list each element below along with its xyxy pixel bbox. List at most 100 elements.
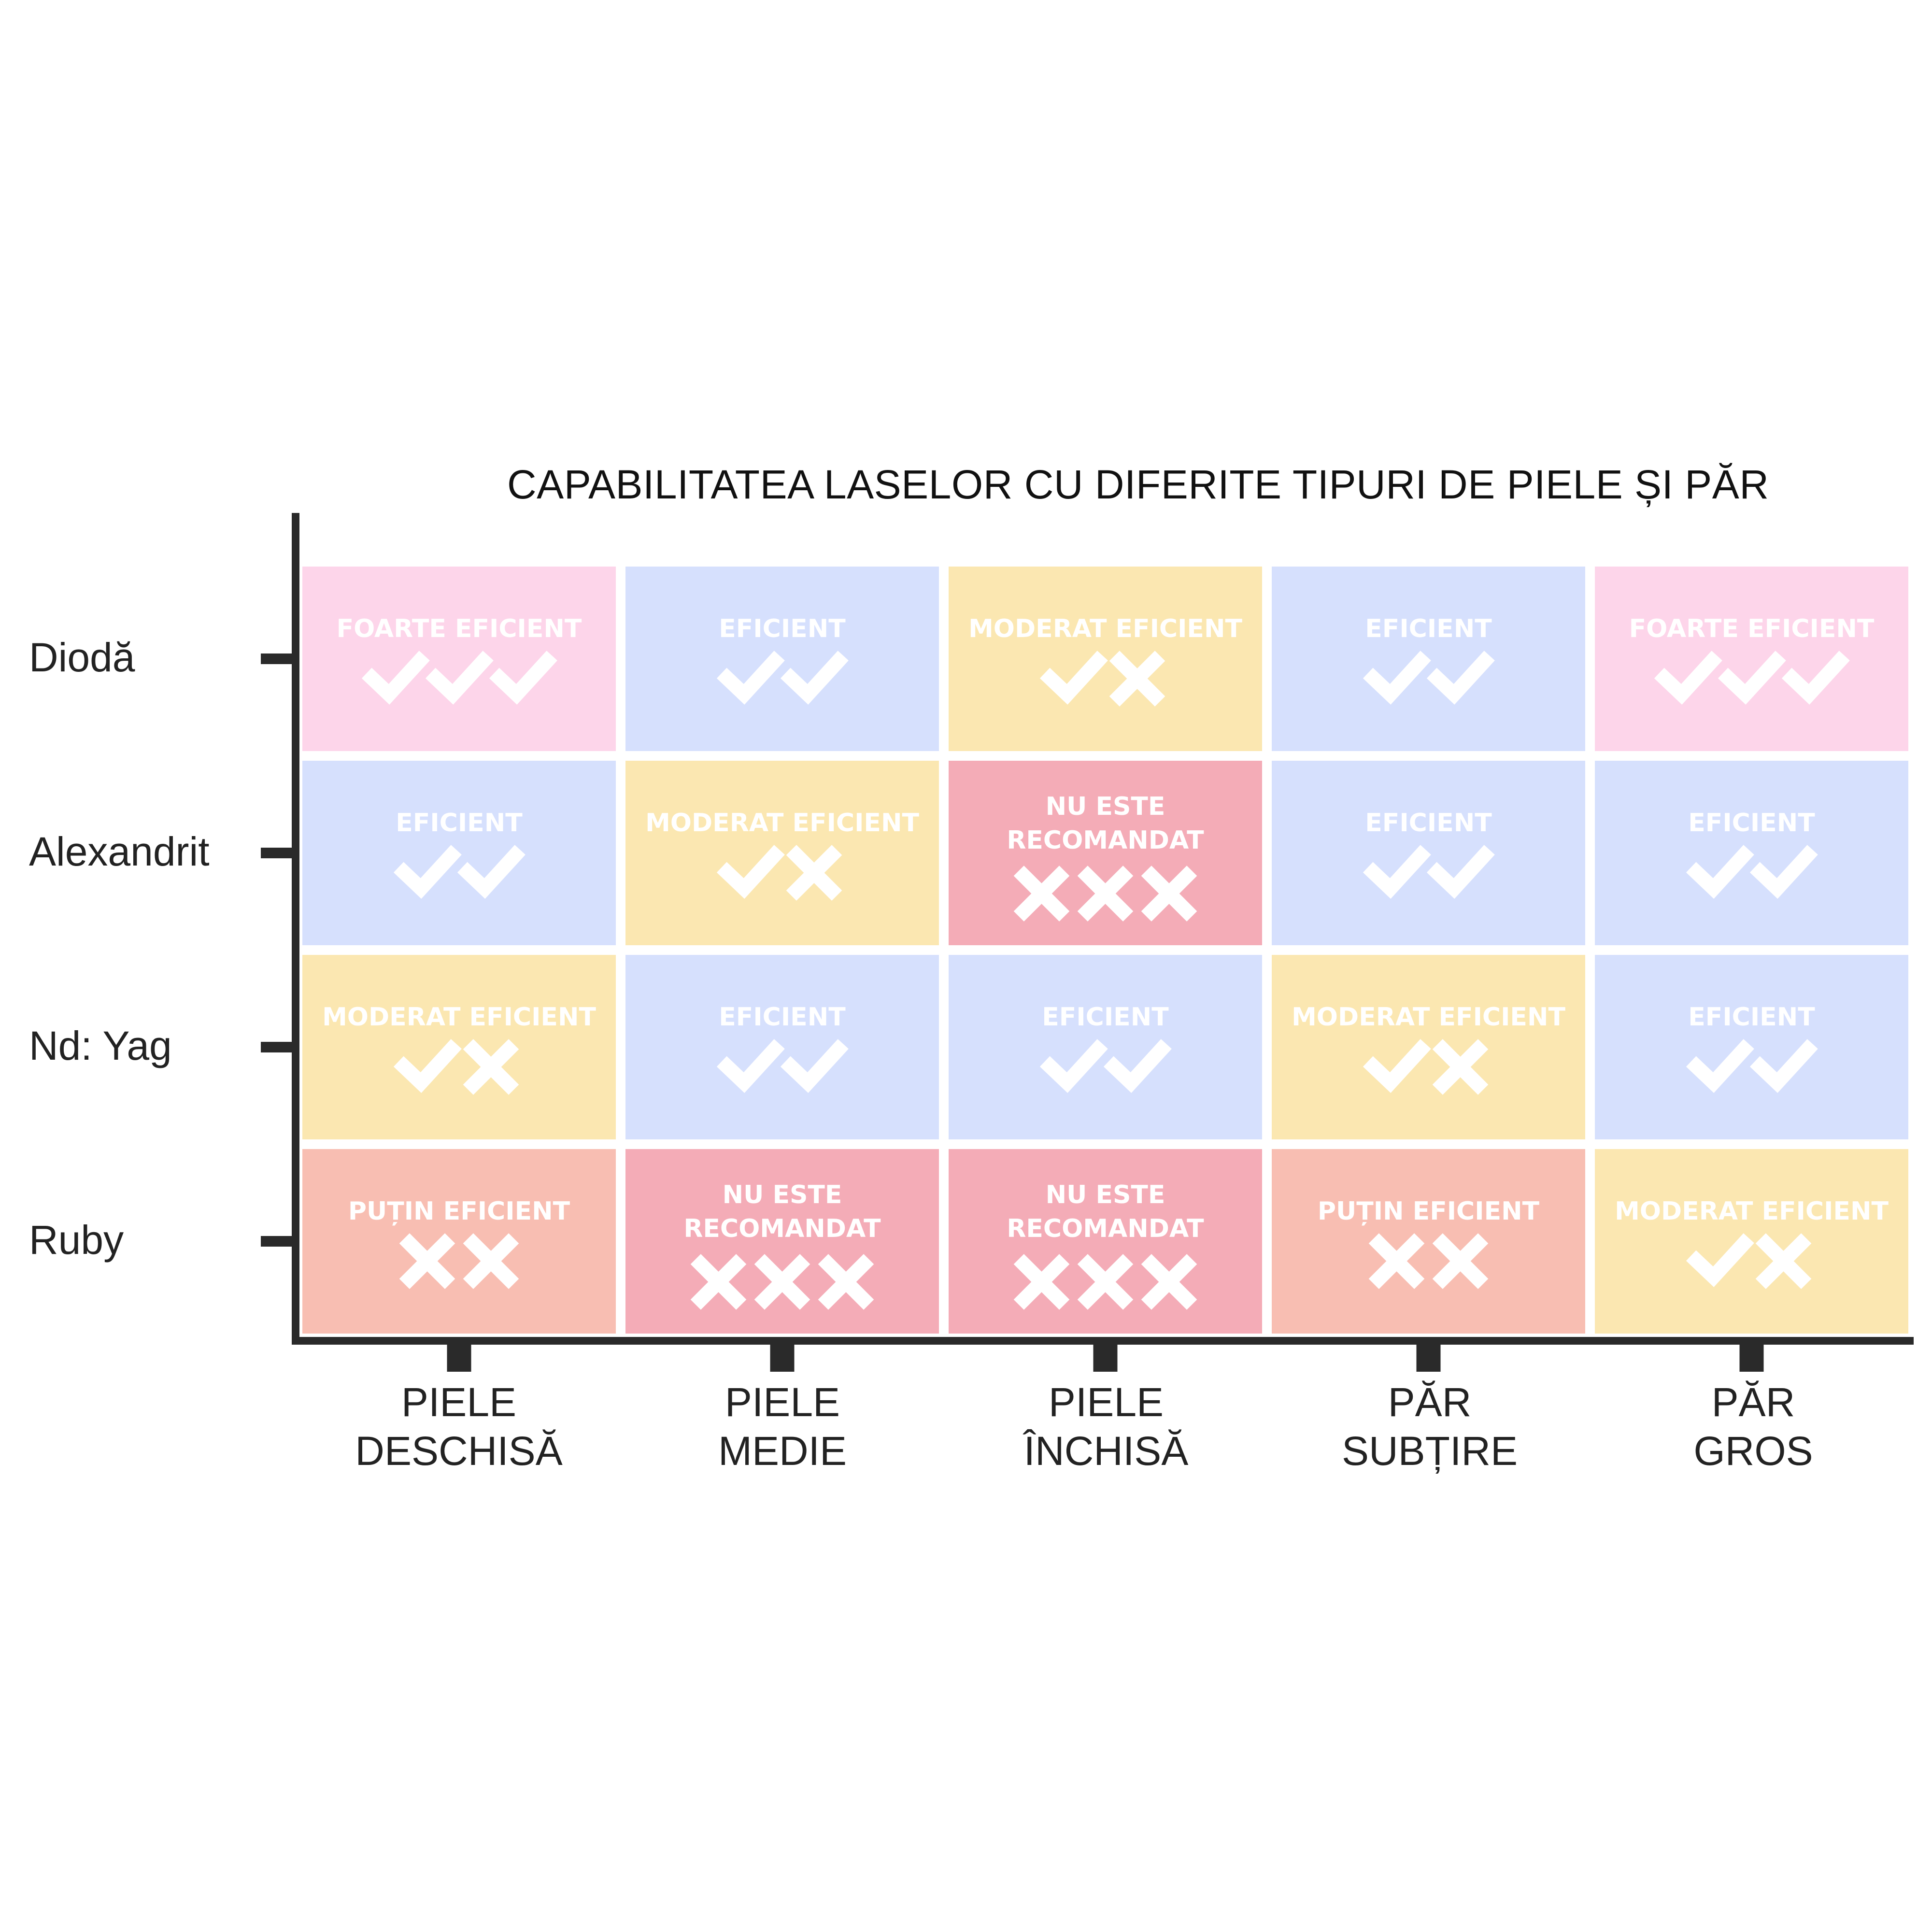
cell-background xyxy=(302,1149,616,1334)
col-label-line: SUBȚIRE xyxy=(1341,1428,1518,1474)
heatmap-cell: NU ESTE RECOMANDAT xyxy=(625,1149,939,1334)
col-label-line: GROS xyxy=(1693,1428,1813,1474)
col-label-piele-inchisa: PIELE ÎNCHISĂ xyxy=(952,1378,1261,1476)
cross-icon xyxy=(786,845,842,901)
check-icon xyxy=(716,1039,785,1093)
cell-label: MODERAT EFICIENT xyxy=(968,614,1242,643)
cell-label: FOARTE EFICIENT xyxy=(1629,614,1875,643)
cell-background xyxy=(949,761,1262,945)
heatmap-cell: PUȚIN EFICIENT xyxy=(1272,1149,1585,1334)
heatmap-cell: MODERAT EFICIENT xyxy=(302,955,616,1139)
col-label-line: PIELE xyxy=(724,1379,840,1425)
col-label-piele-medie: PIELE MEDIE xyxy=(628,1378,937,1476)
cross-icon xyxy=(399,1233,455,1289)
heatmap-cell: EFICIENT xyxy=(1272,761,1585,945)
check-icon xyxy=(1363,651,1431,705)
heatmap-cell: MODERAT EFICIENT xyxy=(1595,1149,1908,1334)
row-label-alexandrit: Alexandrit xyxy=(29,829,210,874)
cell-label: MODERAT EFICIENT xyxy=(645,809,919,838)
cell-label: MODERAT EFICIENT xyxy=(1615,1197,1889,1226)
check-icon xyxy=(1749,845,1818,899)
cell-label: EFICIENT xyxy=(1365,614,1492,643)
cell-background xyxy=(302,567,616,751)
cross-icon xyxy=(1013,1254,1070,1310)
check-icon xyxy=(361,651,430,705)
heatmap-cell: EFICIENT xyxy=(302,761,616,945)
cell-label: EFICIENT xyxy=(719,614,846,643)
col-label-line: PIELE xyxy=(401,1379,517,1425)
col-label-par-subtire: PĂR SUBȚIRE xyxy=(1275,1378,1584,1476)
cell-label: PUȚIN EFICIENT xyxy=(348,1197,570,1226)
cell-label: RECOMANDAT xyxy=(683,1214,881,1243)
cell-label: MODERAT EFICIENT xyxy=(1292,1003,1565,1032)
cross-icon xyxy=(1077,1254,1134,1310)
cross-icon xyxy=(818,1254,874,1310)
check-icon xyxy=(716,845,785,899)
row-label-dioda: Diodă xyxy=(29,635,135,680)
cell-background xyxy=(949,1149,1262,1334)
cell-label: EFICIENT xyxy=(1042,1003,1169,1032)
row-label-ruby: Ruby xyxy=(29,1217,124,1263)
heatmap-cells: FOARTE EFICIENT EFICIENT MODERAT EFICIENT E… xyxy=(302,567,1908,1334)
check-icon xyxy=(1363,845,1431,899)
heatmap-cell: EFICIENT xyxy=(1595,761,1908,945)
col-label-line: DESCHISĂ xyxy=(355,1428,563,1474)
check-icon xyxy=(1718,651,1786,705)
col-label-line: PIELE xyxy=(1048,1379,1164,1425)
cell-label: EFICIENT xyxy=(1365,809,1492,838)
col-label-line: PĂR xyxy=(1711,1379,1795,1425)
check-icon xyxy=(1686,1039,1754,1093)
cell-label: MODERAT EFICIENT xyxy=(322,1003,596,1032)
check-icon xyxy=(425,651,494,705)
cell-label: FOARTE EFICIENT xyxy=(337,614,582,643)
heatmap-cell: FOARTE EFICIENT xyxy=(302,567,616,751)
heatmap-cell: NU ESTE RECOMANDAT xyxy=(949,761,1262,945)
col-label-piele-deschisa: PIELE DESCHISĂ xyxy=(304,1378,613,1476)
check-icon xyxy=(393,1039,462,1093)
cell-label: NU ESTE xyxy=(1046,792,1165,821)
cross-icon xyxy=(1755,1233,1812,1289)
cell-background xyxy=(1272,1149,1585,1334)
cell-background xyxy=(1595,567,1908,751)
check-icon xyxy=(1686,1233,1754,1287)
check-icon xyxy=(716,651,785,705)
cross-icon xyxy=(1432,1039,1489,1095)
heatmap-cell: MODERAT EFICIENT xyxy=(625,761,939,945)
cell-label: PUȚIN EFICIENT xyxy=(1318,1197,1540,1226)
cell-label: NU ESTE xyxy=(723,1180,842,1209)
check-icon xyxy=(780,651,849,705)
check-icon xyxy=(1039,1039,1108,1093)
cross-icon xyxy=(1077,866,1134,922)
cross-icon xyxy=(1368,1233,1425,1289)
heatmap-cell: EFICIENT xyxy=(1272,567,1585,751)
check-icon xyxy=(1039,651,1108,705)
heatmap-cell: FOARTE EFICIENT xyxy=(1595,567,1908,751)
cell-label: RECOMANDAT xyxy=(1007,826,1204,855)
cross-icon xyxy=(690,1254,747,1310)
check-icon xyxy=(1654,651,1722,705)
check-icon xyxy=(1426,845,1495,899)
col-label-line: MEDIE xyxy=(718,1428,847,1474)
heatmap-cell: MODERAT EFICIENT xyxy=(949,567,1262,751)
col-label-line: ÎNCHISĂ xyxy=(1023,1428,1189,1474)
cell-label: NU ESTE xyxy=(1046,1180,1165,1209)
cross-icon xyxy=(1109,651,1165,707)
check-icon xyxy=(457,845,526,899)
heatmap-cell: EFICIENT xyxy=(625,567,939,751)
heatmap-cell: PUȚIN EFICIENT xyxy=(302,1149,616,1334)
row-label-nd-yag: Nd: Yag xyxy=(29,1023,172,1068)
col-label-line: PĂR xyxy=(1388,1379,1472,1425)
cross-icon xyxy=(754,1254,810,1310)
check-icon xyxy=(1426,651,1495,705)
check-icon xyxy=(393,845,462,899)
cell-background xyxy=(625,1149,939,1334)
cross-icon xyxy=(1141,866,1197,922)
heatmap-cell: EFICIENT xyxy=(625,955,939,1139)
cross-icon xyxy=(1013,866,1070,922)
cross-icon xyxy=(463,1039,519,1095)
heatmap-cell: EFICIENT xyxy=(949,955,1262,1139)
cell-label: RECOMANDAT xyxy=(1007,1214,1204,1243)
heatmap-cell: MODERAT EFICIENT xyxy=(1272,955,1585,1139)
